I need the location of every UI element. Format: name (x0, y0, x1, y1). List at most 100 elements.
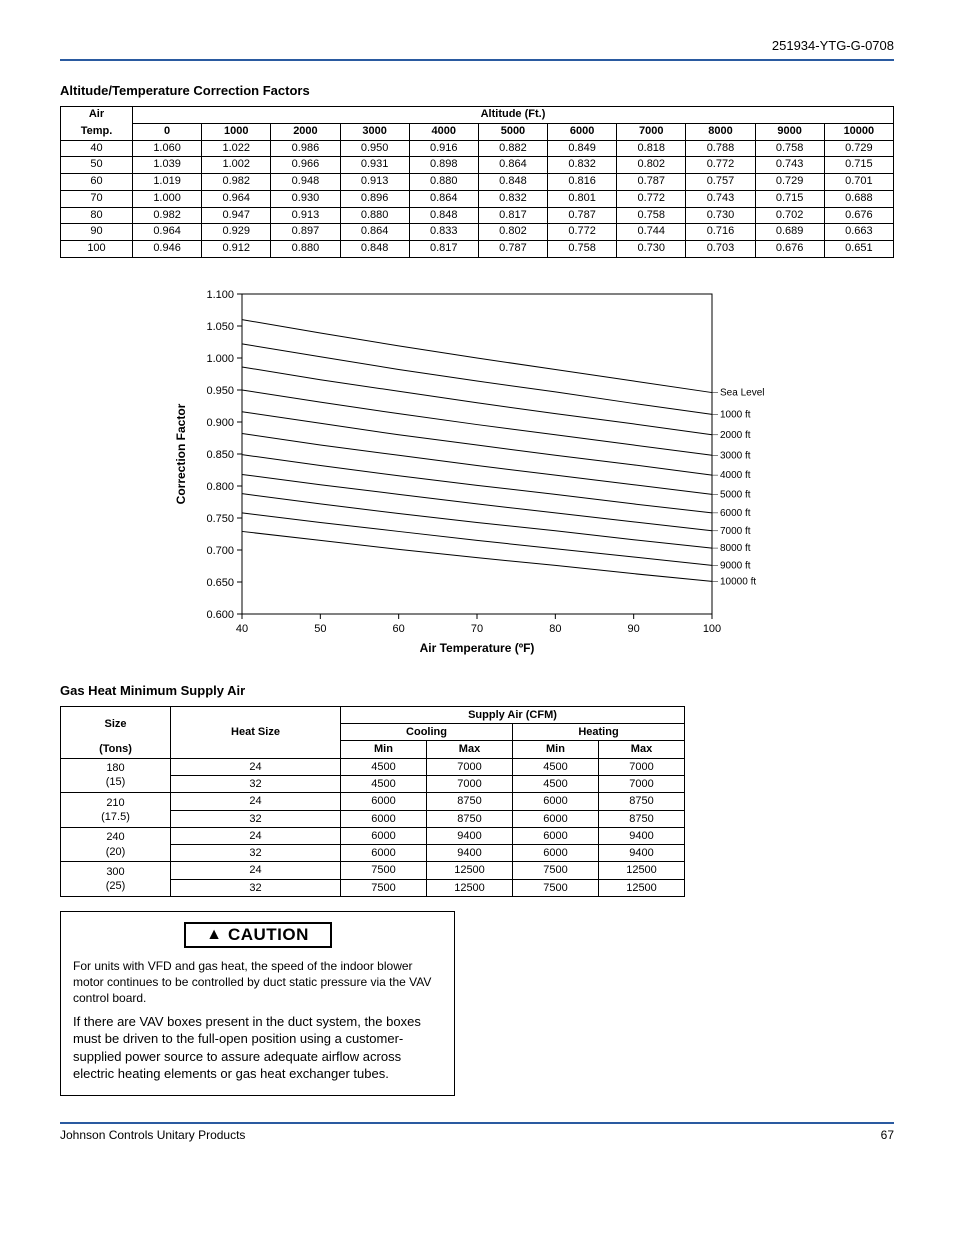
sat-value-cell: 6000 (341, 827, 427, 844)
svg-text:0.650: 0.650 (206, 577, 234, 589)
cft-cell: 0.772 (617, 190, 686, 207)
cft-cell: 0.880 (409, 174, 478, 191)
cft-col-header: 2000 (271, 123, 340, 140)
svg-text:3000 ft: 3000 ft (720, 450, 751, 461)
cft-cell: 0.882 (478, 140, 547, 157)
svg-text:Correction Factor: Correction Factor (174, 403, 188, 504)
sat-value-cell: 7500 (341, 862, 427, 879)
table-row: 300(25)24750012500750012500 (61, 862, 685, 879)
cft-cell: 1.060 (133, 140, 202, 157)
svg-text:6000 ft: 6000 ft (720, 508, 751, 519)
sat-value-cell: 6000 (513, 793, 599, 810)
cft-cell: 1.022 (202, 140, 271, 157)
sat-value-cell: 4500 (513, 758, 599, 775)
sat-heat-cell: 24 (171, 827, 341, 844)
cft-row-temp: 40 (61, 140, 133, 157)
table-row: 900.9640.9290.8970.8640.8330.8020.7720.7… (61, 224, 894, 241)
cft-cell: 0.916 (409, 140, 478, 157)
sat-value-cell: 8750 (599, 793, 685, 810)
cft-cell: 0.982 (133, 207, 202, 224)
svg-text:0.700: 0.700 (206, 545, 234, 557)
sat-cooling-min: Min (341, 741, 427, 758)
cft-rowhead-top: Air (61, 107, 133, 124)
cft-cell: 0.758 (755, 140, 824, 157)
sat-value-cell: 12500 (599, 862, 685, 879)
svg-text:40: 40 (236, 623, 248, 635)
caution-banner: ▲ CAUTION (184, 922, 332, 948)
cft-col-header: 1000 (202, 123, 271, 140)
cft-cell: 0.715 (755, 190, 824, 207)
cft-cell: 0.832 (478, 190, 547, 207)
sat-heat-cell: 32 (171, 879, 341, 896)
sat-value-cell: 7500 (513, 862, 599, 879)
cft-col-header: 4000 (409, 123, 478, 140)
cft-cell: 0.930 (271, 190, 340, 207)
cft-cell: 0.758 (548, 241, 617, 258)
sat-heat-cell: 24 (171, 793, 341, 810)
cft-cell: 0.817 (478, 207, 547, 224)
section2-title: Gas Heat Minimum Supply Air (60, 683, 894, 698)
sat-cooling-header: Cooling (341, 724, 513, 741)
cft-cell: 0.864 (409, 190, 478, 207)
sat-heating-max: Max (599, 741, 685, 758)
cft-cell: 0.832 (548, 157, 617, 174)
sat-size-cell: 210(17.5) (61, 793, 171, 828)
cft-cell: 1.000 (133, 190, 202, 207)
cft-cell: 0.948 (271, 174, 340, 191)
svg-text:0.850: 0.850 (206, 449, 234, 461)
sat-heat-cell: 32 (171, 775, 341, 792)
sat-value-cell: 7000 (427, 775, 513, 792)
svg-text:9000 ft: 9000 ft (720, 560, 751, 571)
correction-factor-chart: 0.6000.6500.7000.7500.8000.8500.9000.950… (167, 276, 787, 656)
cft-cell: 0.787 (478, 241, 547, 258)
sat-value-cell: 8750 (427, 810, 513, 827)
sat-value-cell: 12500 (427, 879, 513, 896)
cft-cell: 0.964 (133, 224, 202, 241)
table-row: 1000.9460.9120.8800.8480.8170.7870.7580.… (61, 241, 894, 258)
cft-cell: 0.913 (340, 174, 409, 191)
sat-value-cell: 7500 (513, 879, 599, 896)
cft-cell: 0.702 (755, 207, 824, 224)
svg-text:100: 100 (703, 623, 721, 635)
sat-value-cell: 9400 (599, 827, 685, 844)
sat-heat-cell: 32 (171, 810, 341, 827)
cft-cell: 0.743 (755, 157, 824, 174)
cft-cell: 0.929 (202, 224, 271, 241)
caution-label: CAUTION (228, 925, 309, 945)
cft-cell: 0.802 (478, 224, 547, 241)
svg-text:10000 ft: 10000 ft (720, 576, 756, 587)
table-row: 701.0000.9640.9300.8960.8640.8320.8010.7… (61, 190, 894, 207)
cft-cell: 0.730 (617, 241, 686, 258)
sat-value-cell: 7500 (341, 879, 427, 896)
cft-row-temp: 80 (61, 207, 133, 224)
cft-cell: 1.002 (202, 157, 271, 174)
section1-title: Altitude/Temperature Correction Factors (60, 83, 894, 98)
caution-paragraph-2: If there are VAV boxes present in the du… (73, 1013, 442, 1083)
sat-value-cell: 6000 (341, 793, 427, 810)
cft-col-header: 9000 (755, 123, 824, 140)
cft-cell: 0.848 (478, 174, 547, 191)
sat-value-cell: 7000 (427, 758, 513, 775)
svg-text:Sea Level: Sea Level (720, 387, 764, 398)
svg-text:80: 80 (549, 623, 561, 635)
sat-cooling-max: Max (427, 741, 513, 758)
table-row: 800.9820.9470.9130.8800.8480.8170.7870.7… (61, 207, 894, 224)
cft-cell: 0.676 (755, 241, 824, 258)
cft-cell: 0.816 (548, 174, 617, 191)
cft-cell: 0.964 (202, 190, 271, 207)
cft-cell: 0.818 (617, 140, 686, 157)
cft-cell: 0.950 (340, 140, 409, 157)
svg-text:0.600: 0.600 (206, 609, 234, 621)
cft-cell: 0.848 (409, 207, 478, 224)
cft-cell: 0.896 (340, 190, 409, 207)
svg-text:7000 ft: 7000 ft (720, 526, 751, 537)
cft-cell: 1.039 (133, 157, 202, 174)
cft-cell: 0.716 (686, 224, 755, 241)
sat-value-cell: 9400 (599, 845, 685, 862)
warning-icon: ▲ (206, 927, 222, 943)
caution-box: ▲ CAUTION For units with VFD and gas hea… (60, 911, 455, 1096)
cft-col-header: 8000 (686, 123, 755, 140)
cft-cell: 0.663 (824, 224, 893, 241)
svg-text:50: 50 (314, 623, 326, 635)
table-row: 401.0601.0220.9860.9500.9160.8820.8490.8… (61, 140, 894, 157)
